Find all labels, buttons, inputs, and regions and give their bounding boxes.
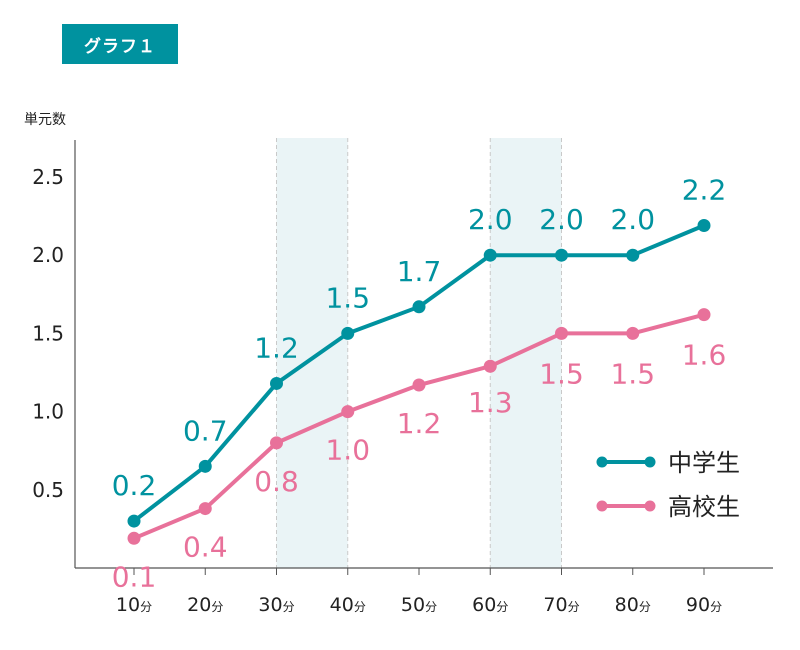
legend-marker-left-0: [596, 456, 608, 468]
data-label: 1.5: [539, 357, 584, 390]
legend-marker-right-1: [644, 500, 656, 512]
data-label: 2.0: [610, 203, 655, 236]
x-tick-label: 80分: [615, 594, 651, 616]
y-tick-label: 2.5: [32, 165, 64, 189]
legend-marker-left-1: [596, 500, 608, 512]
data-label: 1.3: [468, 386, 513, 419]
data-label: 1.2: [397, 407, 442, 440]
y-tick-label: 1.5: [32, 321, 64, 345]
y-axis-label: 単元数: [24, 112, 66, 128]
data-label: 0.8: [254, 465, 299, 498]
data-point-1: [555, 326, 568, 340]
data-label: 0.4: [183, 531, 228, 564]
legend-label-1: 高校生: [668, 493, 740, 521]
x-tick-label: 20分: [187, 594, 223, 616]
y-tick-label: 2.0: [32, 243, 64, 267]
data-point-0: [270, 376, 283, 390]
highlight-band-0: [276, 138, 348, 568]
x-tick-label: 70分: [543, 594, 579, 616]
data-point-0: [341, 326, 355, 340]
data-point-0: [626, 248, 640, 262]
data-point-0: [412, 300, 426, 314]
x-tick-label: 10分: [116, 594, 152, 616]
highlight-band-1: [490, 138, 562, 568]
data-label: 0.7: [183, 414, 228, 447]
data-label: 1.7: [397, 255, 442, 288]
x-tick-label: 40分: [330, 594, 366, 616]
data-point-1: [483, 359, 497, 373]
data-point-1: [127, 531, 141, 545]
data-point-1: [697, 308, 711, 322]
data-point-0: [483, 248, 497, 262]
data-label: 2.0: [539, 203, 584, 236]
data-point-0: [555, 248, 568, 262]
legend-label-0: 中学生: [668, 449, 740, 477]
data-label: 1.5: [325, 281, 370, 314]
x-tick-label: 60分: [472, 594, 508, 616]
graph-title-badge: グラフ１: [62, 24, 178, 64]
x-tick-label: 90分: [686, 594, 722, 616]
data-point-1: [270, 436, 283, 450]
y-tick-label: 0.5: [32, 478, 64, 502]
data-point-0: [198, 459, 212, 473]
data-label: 0.1: [112, 560, 157, 593]
legend-marker-right-0: [644, 456, 656, 468]
data-label: 1.5: [610, 357, 655, 390]
data-label: 1.6: [682, 339, 727, 372]
data-point-0: [697, 218, 711, 232]
data-label: 2.2: [682, 173, 727, 206]
data-label: 2.0: [468, 203, 513, 236]
y-tick-label: 1.0: [32, 400, 64, 424]
data-point-1: [626, 326, 640, 340]
data-label: 0.2: [112, 469, 157, 502]
data-point-1: [198, 502, 212, 516]
data-point-0: [127, 514, 141, 528]
data-label: 1.0: [325, 434, 370, 467]
x-tick-label: 50分: [401, 594, 437, 616]
data-point-1: [341, 405, 355, 419]
data-point-1: [412, 378, 426, 392]
x-tick-label: 30分: [258, 594, 294, 616]
data-label: 1.2: [254, 331, 299, 364]
